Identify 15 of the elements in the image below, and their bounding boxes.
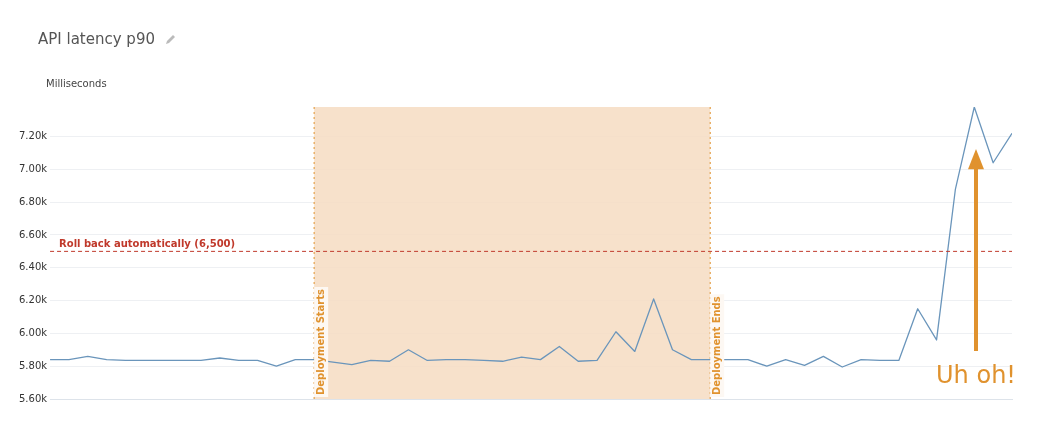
y-axis-title: Milliseconds xyxy=(46,78,107,89)
chart-title: API latency p90 xyxy=(38,30,155,48)
y-tick-label: 7.20k xyxy=(18,130,48,142)
ref-line-label: Roll back automatically (6,500) xyxy=(59,237,236,249)
y-tick-label: 5.60k xyxy=(18,392,48,404)
y-tick-label: 5.80k xyxy=(18,359,48,371)
y-tick-label: 7.00k xyxy=(18,162,48,174)
y-tick-label: 6.20k xyxy=(18,294,48,306)
y-tick-label: 6.60k xyxy=(18,228,48,240)
y-tick-label: 6.00k xyxy=(18,326,48,338)
annotation: Deployment Starts xyxy=(314,288,326,395)
y-tick-label: 6.80k xyxy=(18,195,48,207)
annotation: Uh oh! xyxy=(936,361,1016,390)
y-tick-label: 6.40k xyxy=(18,261,48,273)
annotation: Deployment Ends xyxy=(710,296,722,395)
